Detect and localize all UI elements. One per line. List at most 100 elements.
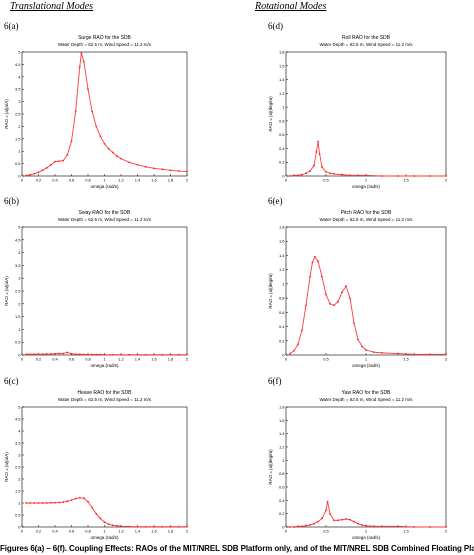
data-point (107, 147, 110, 150)
data-point (37, 502, 40, 504)
x-tick-label: 1 (103, 529, 106, 534)
data-point (66, 154, 69, 156)
data-point (397, 525, 399, 528)
data-point (115, 524, 118, 527)
chart-surge-rao: Surge RAO for the SDB Water Depth = 62.5 … (4, 32, 192, 190)
y-tick-label: 3 (18, 276, 21, 281)
data-point (317, 520, 319, 523)
data-point (54, 501, 56, 504)
data-point (33, 353, 36, 356)
data-point (321, 275, 323, 278)
x-tick-label: 2 (186, 178, 189, 183)
data-point (445, 526, 447, 528)
data-point (317, 260, 319, 263)
y-tick-label: 2 (18, 301, 21, 306)
data-point (49, 163, 52, 166)
data-point (74, 353, 77, 356)
data-point (45, 502, 48, 504)
data-point (87, 500, 89, 503)
rao-series-line (289, 255, 446, 355)
x-tick-label: 1.5 (403, 529, 409, 534)
data-point (49, 501, 52, 504)
x-tick-label: 1.2 (118, 178, 124, 183)
y-tick-label: 0.5 (15, 513, 21, 518)
chart-sway-rao: Sway RAO for the SDB Water Depth = 62.5 m… (4, 207, 192, 369)
data-point (413, 353, 415, 356)
x-tick-label: 1.5 (403, 357, 409, 362)
x-tick-label: 0 (285, 357, 288, 362)
y-tick-label: 3 (18, 453, 21, 458)
x-tick-label: 0 (21, 178, 24, 183)
plot-frame (285, 51, 447, 177)
data-point (357, 174, 359, 177)
data-point (345, 285, 347, 287)
data-point (136, 163, 139, 166)
data-point (161, 353, 164, 356)
x-tick-label: 0.4 (52, 529, 58, 534)
panel-label-6a: 6(a) (4, 21, 19, 31)
x-tick-label: 1.6 (151, 357, 157, 362)
data-point (325, 170, 327, 173)
data-point (293, 349, 295, 352)
plot-frame (285, 226, 447, 356)
data-point (115, 155, 118, 158)
data-point (62, 352, 65, 355)
data-point (99, 517, 102, 520)
data-point (177, 525, 180, 528)
data-point (305, 172, 307, 175)
data-point (99, 353, 102, 356)
data-point (311, 261, 314, 264)
y-tick-label: 0.2 (279, 160, 285, 165)
x-tick-label: 1 (103, 178, 106, 183)
data-point (82, 61, 85, 63)
x-tick-label: 1.6 (151, 529, 157, 534)
data-point (87, 353, 89, 356)
data-point (111, 524, 114, 527)
plot-frame (21, 406, 188, 528)
x-tick-label: 0.5 (323, 529, 329, 534)
data-point (325, 509, 327, 512)
data-point (70, 499, 73, 502)
data-point (91, 506, 94, 509)
data-point (301, 329, 303, 332)
data-point (293, 174, 295, 177)
y-tick-label: 3.5 (15, 441, 21, 446)
chart-subtitle: Water Depth = 62.5 m, Wind Speed = 11.2 … (58, 42, 152, 47)
data-point (293, 526, 295, 528)
data-point (58, 501, 61, 504)
y-tick-label: 5 (18, 405, 21, 410)
data-point (309, 524, 311, 526)
translational-modes-heading: Translational Modes (10, 1, 94, 12)
data-point (128, 353, 131, 356)
data-point (445, 175, 447, 177)
data-point (321, 517, 323, 520)
data-point (445, 353, 447, 356)
y-tick-label: 0.8 (279, 296, 285, 301)
data-point (301, 525, 303, 528)
data-point (186, 525, 188, 528)
x-tick-label: 2 (445, 178, 448, 183)
data-point (186, 170, 188, 173)
x-tick-label: 1.4 (135, 178, 141, 183)
y-tick-label: 2.5 (15, 112, 21, 117)
y-tick-label: 0.6 (279, 132, 285, 137)
data-point (313, 164, 315, 167)
data-point (177, 353, 180, 356)
data-point (333, 173, 335, 175)
x-tick-label: 1 (103, 357, 106, 362)
y-tick-label: 0.5 (15, 340, 21, 345)
data-point (353, 520, 355, 523)
x-tick-label: 0.4 (52, 357, 58, 362)
x-tick-label: 0.8 (85, 357, 91, 362)
data-point (103, 353, 106, 356)
data-point (309, 170, 311, 173)
y-tick-label: 1.4 (279, 77, 285, 82)
data-point (357, 522, 359, 525)
data-point (321, 166, 323, 168)
x-tick-label: 0 (21, 357, 24, 362)
data-point (186, 353, 188, 356)
